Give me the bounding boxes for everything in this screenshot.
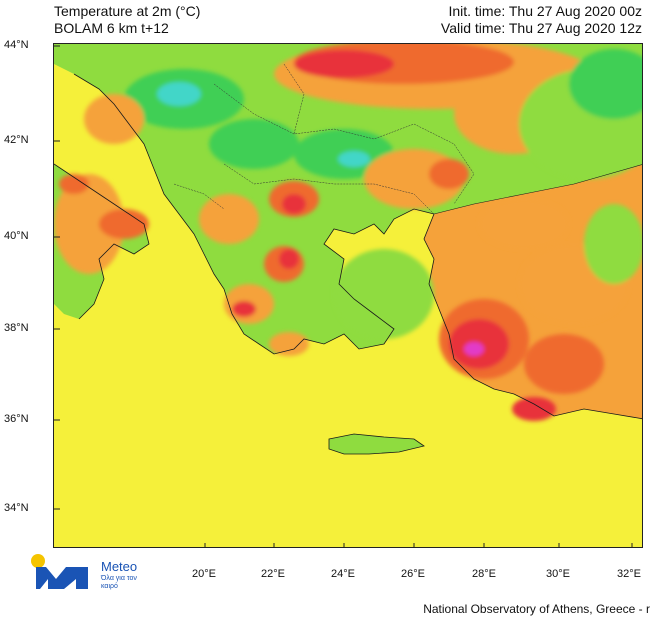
map-canvas (54, 44, 642, 547)
country-borders (173, 63, 475, 215)
axis-ticks (54, 45, 633, 547)
lon-label-20: 20°E (192, 568, 216, 580)
map-title: Temperature at 2m (°C) (54, 3, 201, 19)
coastlines (54, 73, 642, 455)
valid-time: Valid time: Thu 27 Aug 2020 12z (440, 20, 642, 36)
lon-label-30: 30°E (546, 568, 570, 580)
crete-land (329, 434, 424, 454)
meteo-m-icon (31, 554, 88, 589)
lat-label-40: 40°N (4, 230, 29, 242)
lon-label-32: 32°E (617, 568, 641, 580)
init-time: Init. time: Thu 27 Aug 2020 00z (448, 3, 642, 19)
lon-label-22: 22°E (261, 568, 285, 580)
lat-label-36: 36°N (4, 413, 29, 425)
logo-brand: Meteo (101, 559, 138, 574)
lon-label-28: 28°E (472, 568, 496, 580)
lat-label-34: 34°N (4, 502, 29, 514)
lon-label-26: 26°E (401, 568, 425, 580)
model-label: BOLAM 6 km t+12 (54, 20, 169, 36)
lat-label-44: 44°N (4, 39, 29, 51)
temperature-map (53, 43, 643, 548)
lat-label-42: 42°N (4, 134, 29, 146)
temperature-shading (54, 44, 642, 421)
lon-label-24: 24°E (331, 568, 355, 580)
lat-label-38: 38°N (4, 322, 29, 334)
logo-tagline: Όλα για τον καιρό (101, 575, 137, 590)
credit-text: National Observatory of Athens, Greece -… (423, 602, 650, 616)
meteo-logo[interactable]: Meteo Όλα για τον καιρό (26, 553, 156, 593)
